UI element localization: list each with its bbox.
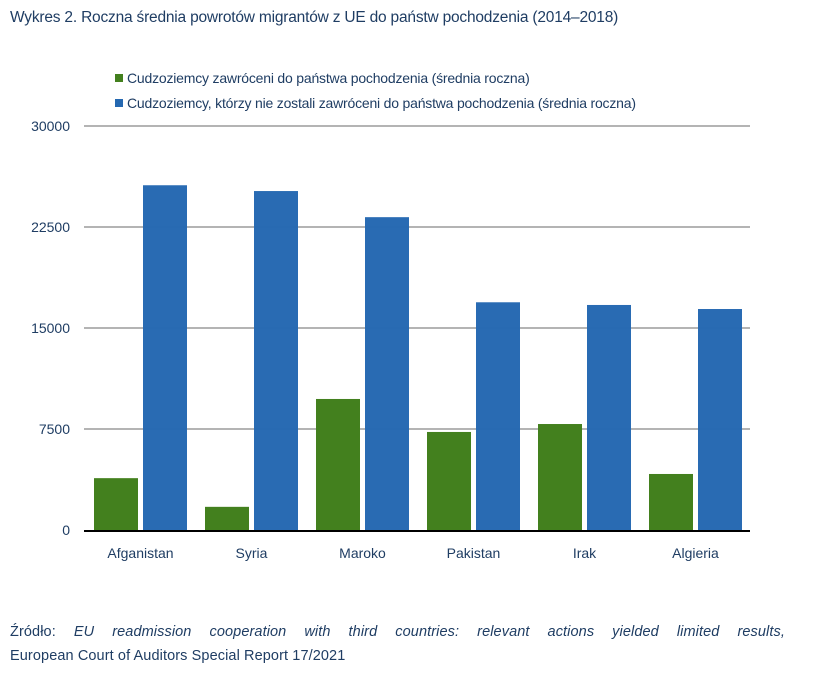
source-prefix: Źródło: [10, 624, 74, 640]
y-tick-label: 30000 [31, 118, 70, 134]
y-tick-label: 15000 [31, 320, 70, 336]
x-tick-label: Afganistan [107, 545, 173, 561]
legend-label-not-returned: Cudzoziemcy, którzy nie zostali zawrócen… [127, 94, 636, 111]
y-tick-label: 7500 [39, 421, 70, 437]
bar-not-returned [143, 185, 187, 530]
x-tick-label: Syria [236, 545, 268, 561]
x-axis-labels: Afganistan Syria Maroko Pakistan Irak Algieri… [107, 545, 719, 561]
legend-item-returned: Cudzoziemcy zawróceni do państwa pochodz… [115, 65, 636, 90]
bar-returned [649, 473, 693, 530]
source-line-2: European Court of Auditors Special Repor… [10, 648, 346, 664]
x-tick-label: Pakistan [447, 545, 501, 561]
source-line-1: Źródło: EU readmission cooperation with … [10, 620, 785, 644]
bar-not-returned [587, 304, 631, 530]
legend-label-returned: Cudzoziemcy zawróceni do państwa pochodz… [127, 69, 530, 86]
legend-swatch-blue [115, 98, 123, 107]
bar-returned [538, 424, 582, 530]
bar-not-returned [254, 191, 298, 530]
x-tick-label: Algieria [672, 545, 719, 561]
bar-chart: 0 7500 15000 22500 30000 Afganistan Syria Maro… [31, 118, 750, 561]
y-axis-ticks: 0 7500 15000 22500 30000 [31, 118, 70, 538]
bar-returned [427, 431, 471, 530]
source-title: EU readmission cooperation with third co… [73, 624, 785, 640]
x-tick-label: Maroko [339, 545, 386, 561]
bars [94, 185, 742, 531]
legend-item-not-returned: Cudzoziemcy, którzy nie zostali zawrócen… [115, 90, 636, 115]
bar-returned [316, 398, 360, 530]
source-note: Źródło: EU readmission cooperation with … [10, 620, 785, 668]
gridlines [84, 125, 750, 430]
bar-returned [94, 478, 138, 530]
bar-not-returned [698, 309, 742, 530]
y-tick-label: 0 [62, 522, 70, 538]
legend: Cudzoziemcy zawróceni do państwa pochodz… [115, 65, 636, 115]
x-tick-label: Irak [573, 545, 597, 561]
y-tick-label: 22500 [31, 219, 70, 235]
bar-not-returned [365, 217, 409, 531]
bar-not-returned [476, 302, 520, 530]
bar-returned [205, 506, 249, 530]
legend-swatch-green [115, 73, 123, 82]
chart-title: Wykres 2. Roczna średnia powrotów migran… [10, 9, 619, 26]
